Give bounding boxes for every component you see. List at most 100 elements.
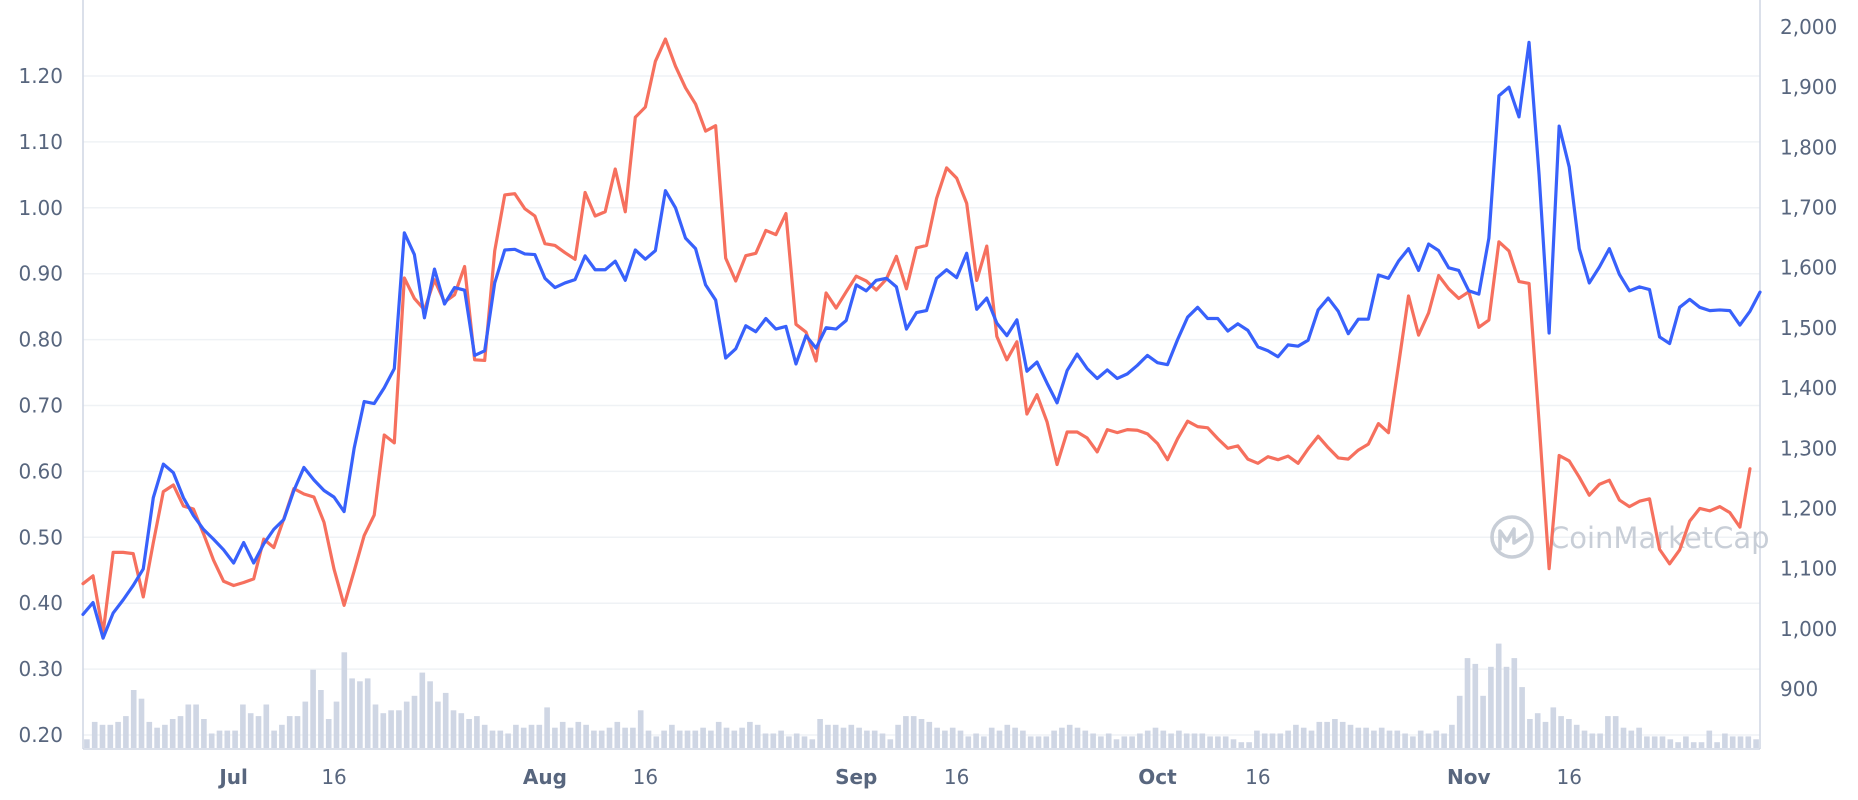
volume-bar (661, 730, 667, 748)
volume-bar (973, 733, 979, 748)
volume-bar (528, 724, 535, 748)
volume-bar (162, 724, 168, 748)
volume-bar (364, 678, 371, 748)
volume-bar (801, 736, 808, 748)
volume-bar (279, 724, 285, 748)
volume-bar (1004, 724, 1011, 748)
volume-bar (1558, 716, 1564, 748)
x-tick-label: Oct (1138, 765, 1177, 789)
volume-bar (84, 739, 90, 748)
volume-bar (536, 724, 543, 748)
volume-bar (411, 695, 418, 748)
volume-bar (1433, 730, 1440, 748)
volume-bar (903, 716, 909, 748)
volume-bar (567, 727, 574, 748)
left-tick-label: 0.50 (18, 525, 63, 549)
x-axis-ticks: Jul 16 Aug 16 Sep 16 Oct 16 Nov 16 (217, 765, 1582, 789)
volume-bar (895, 724, 901, 748)
volume-bar (255, 716, 262, 748)
volume-bar (1714, 742, 1720, 748)
volume-bar (201, 719, 207, 748)
volume-bar (1573, 724, 1580, 748)
right-tick-label: 1,000 (1780, 617, 1837, 641)
volume-bar (848, 724, 855, 748)
volume-bar (489, 730, 496, 748)
volume-bar (1199, 733, 1206, 748)
volume-bar (1378, 727, 1385, 748)
volume-bar (1581, 730, 1588, 748)
volume-bar (1753, 739, 1759, 748)
volume-bar (380, 713, 387, 748)
volume-bar (513, 724, 519, 748)
x-tick-label: 16 (1245, 765, 1270, 789)
volume-bar (302, 701, 309, 748)
volume-bar (934, 727, 940, 748)
volume-bar (1168, 733, 1174, 748)
volume-bar (1230, 739, 1237, 748)
left-tick-label: 0.90 (18, 262, 63, 286)
volume-bar (1285, 730, 1291, 748)
volume-bar (240, 704, 246, 748)
volume-bar (435, 701, 441, 748)
volume-bar (1137, 733, 1143, 748)
volume-bar (349, 678, 355, 748)
right-axis-ticks: 900 1,000 1,100 1,200 1,300 1,400 1,500 1,600 1,… (1780, 15, 1837, 701)
volume-bar (575, 721, 582, 748)
volume-bar (310, 669, 316, 748)
volume-bar (91, 721, 98, 748)
volume-bar (357, 681, 363, 748)
volume-bar (1597, 733, 1603, 748)
volume-bar (1355, 727, 1362, 748)
left-tick-label: 0.40 (18, 591, 63, 615)
left-tick-label: 0.60 (18, 459, 63, 483)
volume-bar (739, 727, 745, 748)
volume-bar (1566, 719, 1572, 748)
volume-bar (1690, 742, 1697, 748)
x-tick-label: Nov (1447, 765, 1491, 789)
volume-bar (1027, 736, 1034, 748)
volume-bar (458, 713, 465, 748)
volume-bar (1191, 733, 1198, 748)
volume-bar (1129, 736, 1135, 748)
volume-bar (778, 730, 784, 748)
volume-bar (318, 690, 324, 748)
volume-bar (154, 727, 160, 748)
volume-bar (1339, 721, 1346, 748)
right-tick-label: 1,500 (1780, 316, 1837, 340)
volume-bar (942, 730, 948, 748)
volume-bar (676, 730, 683, 748)
volume-bar (988, 727, 995, 748)
x-tick-label: 16 (1556, 765, 1581, 789)
volume-bar (505, 733, 511, 748)
volume-bar (1098, 736, 1104, 748)
volume-bar (1659, 736, 1666, 748)
volume-bar (427, 681, 433, 748)
x-tick-label: 16 (944, 765, 969, 789)
volume-bar (1683, 736, 1689, 748)
volume-bar (1090, 733, 1096, 748)
volume-bar (1745, 736, 1752, 748)
volume-bar (1308, 730, 1315, 748)
left-tick-label: 0.30 (18, 657, 63, 681)
volume-bar (1222, 736, 1229, 748)
volume-bar (1612, 716, 1619, 748)
volume-bar (747, 721, 753, 748)
volume-bar (193, 704, 199, 748)
left-tick-label: 0.70 (18, 394, 63, 418)
volume-bar (856, 727, 862, 748)
volume-bar (1534, 713, 1541, 748)
volume-bar (614, 721, 621, 748)
right-tick-label: 1,400 (1780, 376, 1837, 400)
volume-bar (419, 672, 426, 748)
volume-bar (333, 701, 340, 748)
volume-bar (1316, 721, 1323, 748)
volume-bar (1651, 736, 1658, 748)
volume-bar (1667, 739, 1674, 748)
volume-bar (583, 724, 589, 748)
volume-bar (1449, 724, 1455, 748)
volume-bar (684, 730, 691, 748)
volume-bar (910, 716, 917, 748)
volume-bar (996, 730, 1003, 748)
volume-bar (403, 701, 410, 748)
